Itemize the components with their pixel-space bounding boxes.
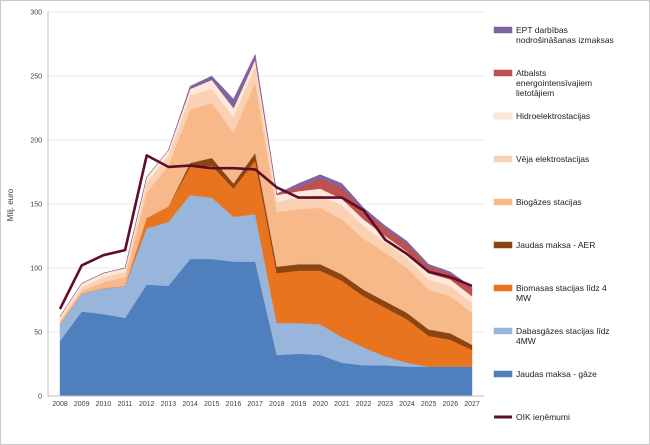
x-tick-label: 2008 [52, 401, 68, 408]
legend-label: Vēja elektrostacijas [516, 154, 589, 164]
x-tick-label: 2016 [226, 401, 242, 408]
x-tick-label: 2027 [464, 401, 480, 408]
y-tick-label: 100 [30, 266, 42, 273]
legend-label: Biogāzes stacijas [516, 197, 582, 207]
x-tick-label: 2011 [118, 401, 133, 408]
legend-label: EPT darbības nodrošināšanas izmaksas [516, 25, 614, 45]
legend-swatch [493, 241, 513, 249]
legend-swatch [493, 26, 513, 34]
x-tick-label: 2013 [161, 401, 177, 408]
axes [47, 12, 484, 397]
legend-label: Jaudas maksa - AER [516, 240, 595, 250]
x-tick-label: 2017 [247, 401, 263, 408]
legend-swatch [493, 327, 513, 335]
legend-swatch [493, 370, 513, 378]
x-tick-label: 2021 [334, 401, 350, 408]
x-tick-label: 2023 [377, 401, 393, 408]
legend-swatch [493, 112, 513, 120]
legend-label: Biomasas stacijas līdz 4 MW [516, 283, 607, 303]
x-tick-label: 2024 [399, 401, 415, 408]
legend: EPT darbības nodrošināšanas izmaksas Atbal… [493, 25, 614, 422]
y-tick-label: 0 [38, 394, 42, 401]
y-tick-label: 50 [34, 330, 42, 337]
legend-swatch [493, 155, 513, 163]
legend-label: Jaudas maksa - gāze [516, 369, 597, 379]
y-tick-labels: 0 50 100 150 200 250 300 [30, 10, 42, 401]
area-series-9 [59, 53, 473, 317]
line-series-oik [58, 154, 473, 310]
x-tick-label: 2009 [74, 401, 90, 408]
y-axis-label: Milj. euro [6, 188, 15, 221]
legend-label: Dabasgāzes stacijas līdz 4MW [516, 326, 610, 346]
legend-label: Atbalsts energointensīvajiem lietotājiem [516, 68, 592, 98]
x-tick-label: 2020 [312, 401, 328, 408]
legend-swatch [493, 284, 513, 292]
x-tick-label: 2022 [356, 401, 372, 408]
legend-swatch [493, 69, 513, 77]
x-tick-label: 2019 [291, 401, 307, 408]
y-tick-label: 300 [30, 10, 42, 17]
legend-swatch [493, 198, 513, 206]
x-tick-label: 2026 [443, 401, 459, 408]
legend-label: OIK ieņēmumi [516, 412, 570, 422]
legend-label: Hidroelektrostacijas [516, 111, 590, 121]
x-tick-label: 2015 [204, 401, 220, 408]
x-tick-label: 2014 [182, 401, 198, 408]
y-tick-label: 150 [30, 202, 42, 209]
line-series-group [58, 154, 473, 310]
x-tick-labels: 2008 2009 2010 2011 2012 2013 2014 2015 2016 2017… [52, 401, 480, 408]
x-tick-label: 2025 [421, 401, 437, 408]
x-tick-label: 2010 [96, 401, 112, 408]
y-tick-label: 250 [30, 74, 42, 81]
area-series-group [59, 53, 473, 397]
y-tick-label: 200 [30, 138, 42, 145]
x-tick-label: 2012 [139, 401, 155, 408]
x-tick-label: 2018 [269, 401, 285, 408]
